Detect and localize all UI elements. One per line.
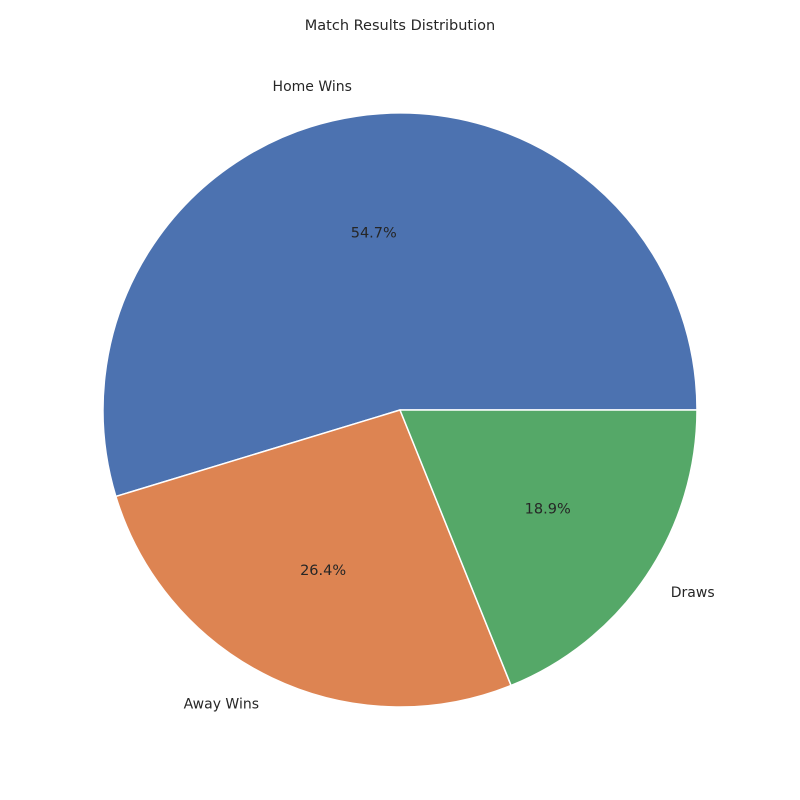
slice-percent-label: 18.9% (525, 502, 571, 518)
pie-slice-away-wins (115, 409, 512, 708)
slice-category-label: Home Wins (273, 79, 352, 95)
slice-percent-label: 54.7% (351, 226, 397, 242)
pie-slices (102, 112, 698, 708)
slice-percent-label: 26.4% (300, 563, 346, 579)
slice-category-label: Away Wins (184, 697, 259, 713)
slice-category-label: Draws (671, 585, 715, 601)
pie-slice-draws (399, 409, 698, 687)
pie-labels: 54.7% Home Wins 26.4% Away Wins 18.9% Draws (184, 79, 715, 713)
chart-title: Match Results Distribution (305, 18, 495, 34)
pie-slice-home-wins (102, 112, 698, 498)
